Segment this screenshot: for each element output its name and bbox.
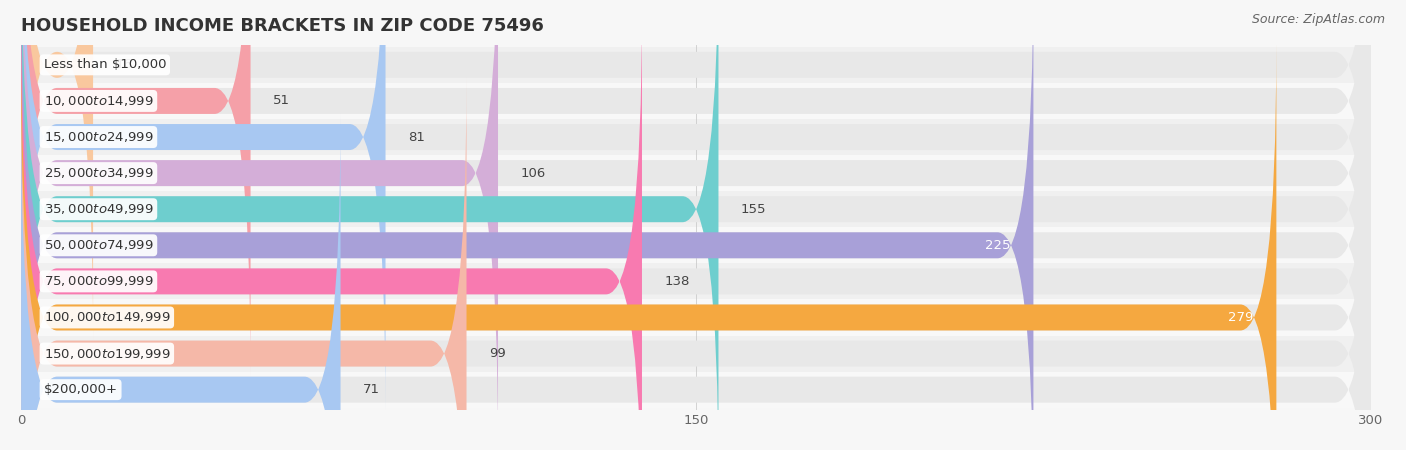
Bar [21,372,1371,408]
FancyBboxPatch shape [21,0,1371,450]
FancyBboxPatch shape [21,0,1033,450]
Text: 138: 138 [665,275,690,288]
FancyBboxPatch shape [21,78,467,450]
Text: 279: 279 [1229,311,1254,324]
Text: 155: 155 [741,202,766,216]
FancyBboxPatch shape [21,0,1371,341]
Text: 16: 16 [115,58,132,72]
FancyBboxPatch shape [21,0,93,341]
Bar [21,227,1371,263]
FancyBboxPatch shape [21,114,340,450]
Text: Less than $10,000: Less than $10,000 [44,58,166,72]
FancyBboxPatch shape [21,0,718,450]
Text: 81: 81 [408,130,425,144]
Bar [21,191,1371,227]
FancyBboxPatch shape [21,0,1371,413]
Bar [21,299,1371,336]
Bar [21,263,1371,299]
Text: HOUSEHOLD INCOME BRACKETS IN ZIP CODE 75496: HOUSEHOLD INCOME BRACKETS IN ZIP CODE 75… [21,17,544,35]
FancyBboxPatch shape [21,6,643,450]
FancyBboxPatch shape [21,114,1371,450]
Text: $150,000 to $199,999: $150,000 to $199,999 [44,346,170,360]
FancyBboxPatch shape [21,0,385,413]
Bar [21,155,1371,191]
FancyBboxPatch shape [21,6,1371,450]
FancyBboxPatch shape [21,0,1371,377]
Text: $50,000 to $74,999: $50,000 to $74,999 [44,238,153,252]
Text: $100,000 to $149,999: $100,000 to $149,999 [44,310,170,324]
Text: 71: 71 [363,383,380,396]
Bar [21,83,1371,119]
Text: $200,000+: $200,000+ [44,383,118,396]
Text: 99: 99 [489,347,506,360]
Text: $15,000 to $24,999: $15,000 to $24,999 [44,130,153,144]
FancyBboxPatch shape [21,0,498,449]
Bar [21,119,1371,155]
Text: $35,000 to $49,999: $35,000 to $49,999 [44,202,153,216]
Text: 51: 51 [273,94,290,108]
Text: $25,000 to $34,999: $25,000 to $34,999 [44,166,153,180]
FancyBboxPatch shape [21,0,1371,449]
Text: $75,000 to $99,999: $75,000 to $99,999 [44,274,153,288]
Text: 106: 106 [520,166,546,180]
FancyBboxPatch shape [21,0,1371,450]
FancyBboxPatch shape [21,0,250,377]
Text: 225: 225 [986,239,1011,252]
Text: $10,000 to $14,999: $10,000 to $14,999 [44,94,153,108]
FancyBboxPatch shape [21,78,1371,450]
Text: Source: ZipAtlas.com: Source: ZipAtlas.com [1251,14,1385,27]
FancyBboxPatch shape [21,42,1277,450]
Bar [21,47,1371,83]
Bar [21,336,1371,372]
FancyBboxPatch shape [21,42,1371,450]
